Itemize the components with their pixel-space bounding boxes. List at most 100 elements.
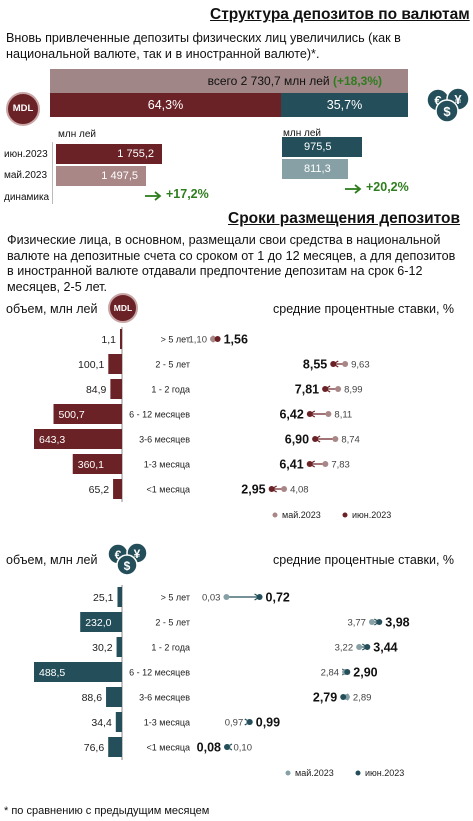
legend-may-marker [272, 512, 278, 518]
rate-label-jun: 6,41 [279, 458, 303, 472]
rate-label-jun: 1,56 [224, 333, 248, 347]
svg-text:$: $ [443, 104, 451, 119]
volume-label: 360,1 [78, 459, 104, 471]
rate-label-may: 7,83 [331, 460, 350, 471]
rate-point-jun [246, 719, 253, 725]
rate-point-jun [256, 594, 263, 600]
rate-point-may [332, 436, 339, 442]
mdl-rates-label: средние процентные ставки, % [273, 302, 455, 316]
rate-label-jun: 6,90 [285, 433, 309, 447]
volume-bar [116, 637, 122, 657]
rate-label-jun: 6,42 [279, 408, 303, 422]
volume-label: 76,6 [84, 742, 105, 754]
mdl-change-arrow-icon [145, 191, 162, 201]
rate-label-may: 0,03 [202, 593, 221, 604]
legend-jun-label: июн.2023 [365, 768, 404, 778]
rate-label-may: 3,77 [347, 618, 366, 629]
fx-chart-coins-icon: € ¥ $ [107, 542, 148, 576]
rate-point-may [223, 594, 230, 600]
rate-label-jun: 2,79 [313, 691, 337, 705]
rate-label-may: 2,89 [353, 693, 372, 704]
term-label: 6 - 12 месяцев [129, 410, 190, 420]
fx-term-chart: 25,1 > 5 лет 0,03 0,72 232,0 2 - 5 лет 3,77 3,9… [34, 585, 410, 778]
volume-bar [108, 354, 122, 374]
term-label: 3-6 месяцев [139, 693, 190, 703]
rate-point-jun [376, 619, 383, 625]
term-label: 1 - 2 года [151, 385, 190, 395]
volume-bar [34, 429, 122, 449]
volume-label: 25,1 [93, 592, 114, 604]
rate-label-may: 9,63 [351, 360, 370, 371]
mdl-coin-icon: MDL [6, 92, 40, 126]
legend-jun-marker [342, 512, 348, 518]
term-label: 2 - 5 лет [155, 360, 190, 370]
volume-label: 100,1 [78, 359, 104, 371]
total-label: всего 2 730,7 млн лей [207, 74, 333, 88]
fx-rates-label: средние процентные ставки, % [273, 553, 455, 567]
section2-description: Физические лица, в основном, размещали с… [7, 233, 456, 294]
mdl-change: +17,2% [166, 187, 209, 201]
volume-bar [34, 662, 122, 682]
mdl-bar-may: 1 497,5 [56, 166, 146, 186]
rate-label-may: 8,11 [334, 410, 352, 421]
term-label: > 5 лет [161, 593, 190, 603]
rate-label-may: 3,22 [335, 643, 354, 654]
rate-label-jun: 0,99 [256, 716, 280, 730]
svg-text:€: € [115, 548, 122, 562]
volume-label: 500,7 [59, 409, 85, 421]
rate-label-may: 0,97 [225, 718, 244, 729]
mdl-volume-label: объем, млн лей [6, 302, 98, 316]
rate-point-jun [340, 694, 347, 700]
rate-label-may: 0,10 [234, 743, 253, 754]
rate-label-may: 8,74 [341, 435, 360, 446]
rate-point-jun [306, 411, 313, 417]
rate-point-jun [214, 336, 221, 342]
rate-label-jun: 7,81 [295, 383, 319, 397]
unit-fx: млн лей [283, 128, 321, 139]
rate-point-jun [306, 461, 313, 467]
rate-point-jun [224, 744, 230, 750]
rate-point-may [281, 486, 288, 492]
rate-point-jun [322, 386, 329, 392]
volume-label: 1,1 [101, 334, 116, 346]
rate-point-may [335, 386, 342, 392]
legend-jun-marker [355, 770, 361, 776]
volume-bar [110, 379, 122, 399]
rate-point-may [368, 619, 375, 625]
section1-title: Структура депозитов по валютам [210, 6, 470, 23]
svg-text:¥: ¥ [454, 92, 462, 107]
volume-label: 643,3 [39, 434, 65, 446]
volume-bar [106, 687, 122, 707]
volume-bar [72, 454, 122, 474]
rate-point-may [210, 336, 216, 342]
volume-bar [113, 479, 122, 499]
rate-point-may [342, 361, 349, 367]
fx-volume-label: объем, млн лей [6, 553, 98, 567]
row-label-jun: июн.2023 [4, 149, 48, 160]
rate-label-jun: 2,95 [241, 483, 265, 497]
term-label: 6 - 12 месяцев [129, 668, 190, 678]
svg-text:$: $ [124, 559, 131, 573]
fx-change: +20,2% [366, 180, 409, 194]
volume-label: 488,5 [39, 667, 65, 679]
fx-change-arrow-icon [345, 184, 362, 194]
rate-label-jun: 2,90 [353, 666, 377, 680]
row-label-may: май.2023 [4, 170, 48, 181]
volume-label: 84,9 [86, 384, 107, 396]
footnote: * по сравнению с предыдущим месяцем [4, 805, 210, 817]
volume-bar [115, 712, 122, 732]
rate-point-jun [312, 436, 319, 442]
rate-label-jun: 3,98 [385, 616, 409, 630]
volume-bar [53, 404, 123, 424]
section1-description: Вновь привлеченные депозиты физических л… [6, 31, 401, 61]
volume-bar [117, 587, 122, 607]
rate-point-may [356, 644, 363, 650]
rate-point-jun [268, 486, 275, 492]
mdl-chart-coin-icon: MDL [108, 293, 138, 323]
volume-bar [120, 329, 122, 349]
volume-label: 232,0 [85, 617, 111, 629]
legend-may-marker [285, 770, 291, 776]
legend-may-label: май.2023 [295, 768, 334, 778]
fx-bar-may: 811,3 [282, 159, 348, 179]
